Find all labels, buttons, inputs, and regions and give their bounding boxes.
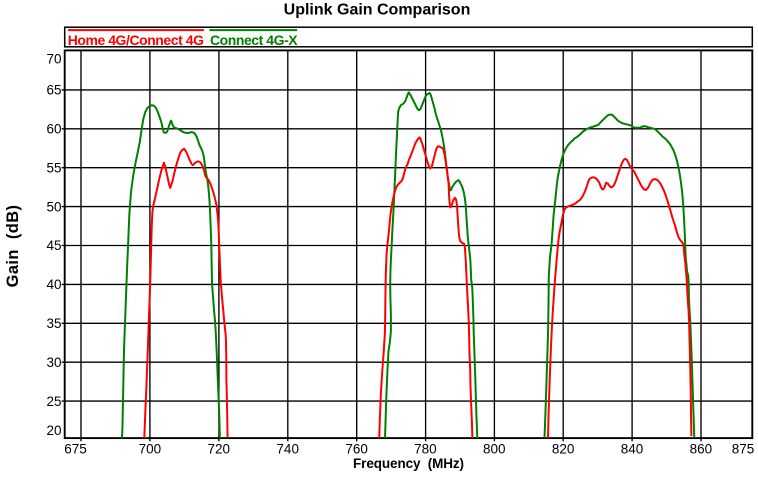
- svg-text:70: 70: [46, 52, 61, 67]
- svg-text:860: 860: [690, 442, 713, 457]
- svg-text:30: 30: [46, 355, 61, 370]
- svg-text:45: 45: [46, 238, 61, 253]
- svg-text:40: 40: [46, 277, 61, 292]
- svg-text:820: 820: [552, 442, 575, 457]
- svg-text:700: 700: [139, 442, 162, 457]
- svg-text:60: 60: [46, 122, 61, 137]
- svg-text:760: 760: [345, 442, 368, 457]
- svg-text:Gain (dB): Gain (dB): [4, 205, 22, 288]
- svg-text:35: 35: [46, 316, 61, 331]
- svg-text:Home 4G/Connect 4G: Home 4G/Connect 4G: [68, 32, 204, 48]
- svg-text:720: 720: [208, 442, 231, 457]
- svg-text:Connect 4G-X: Connect 4G-X: [210, 32, 298, 48]
- svg-text:50: 50: [46, 199, 61, 214]
- svg-text:20: 20: [46, 423, 61, 438]
- svg-text:55: 55: [46, 160, 61, 175]
- svg-text:25: 25: [46, 394, 61, 409]
- svg-text:Frequency (MHz): Frequency (MHz): [353, 456, 464, 471]
- svg-text:875: 875: [732, 442, 755, 457]
- svg-text:675: 675: [64, 442, 87, 457]
- svg-text:740: 740: [276, 442, 299, 457]
- svg-text:65: 65: [46, 83, 61, 98]
- svg-text:780: 780: [414, 442, 437, 457]
- svg-text:800: 800: [483, 442, 506, 457]
- svg-text:Uplink Gain Comparison: Uplink Gain Comparison: [284, 1, 471, 18]
- svg-text:840: 840: [621, 442, 644, 457]
